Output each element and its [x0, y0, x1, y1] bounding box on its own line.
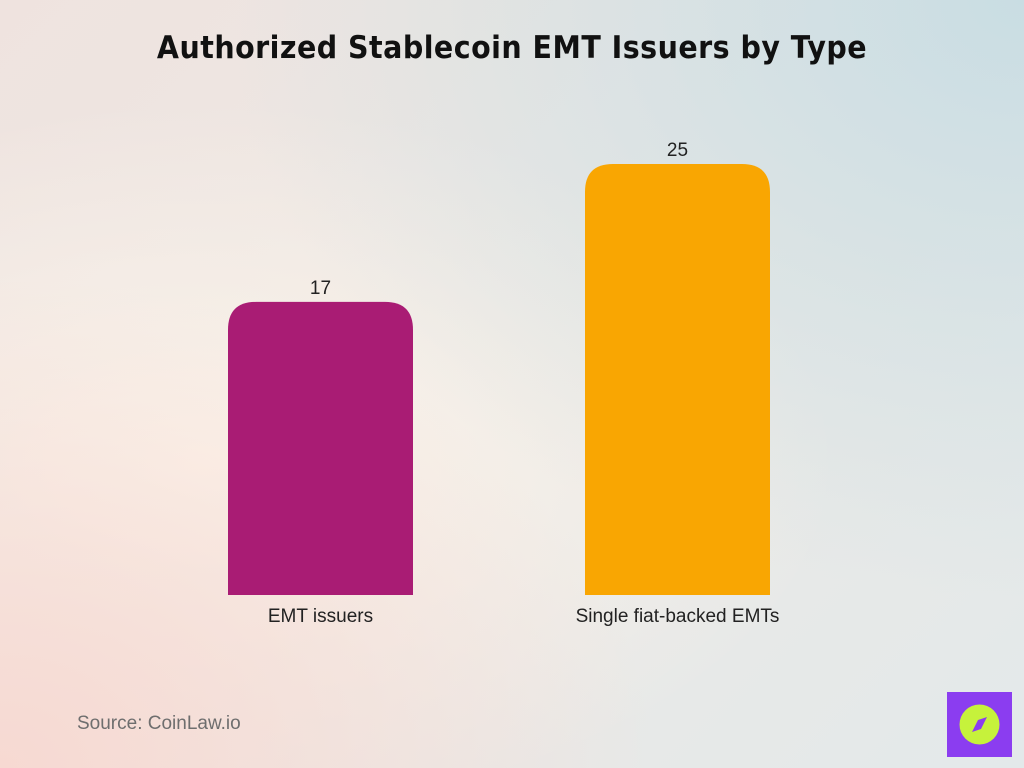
category-label: EMT issuers: [268, 606, 373, 627]
data-label: 25: [667, 140, 688, 161]
source-text: Source: CoinLaw.io: [77, 713, 241, 734]
data-label: 17: [310, 278, 331, 299]
bar-1: [585, 164, 770, 595]
chart-title: Authorized Stablecoin EMT Issuers by Typ…: [156, 30, 868, 66]
compass-icon: [959, 704, 1000, 745]
coinlaw-logo: [947, 692, 1012, 757]
bar-0: [228, 301, 413, 595]
category-label: Single fiat-backed EMTs: [576, 606, 780, 627]
